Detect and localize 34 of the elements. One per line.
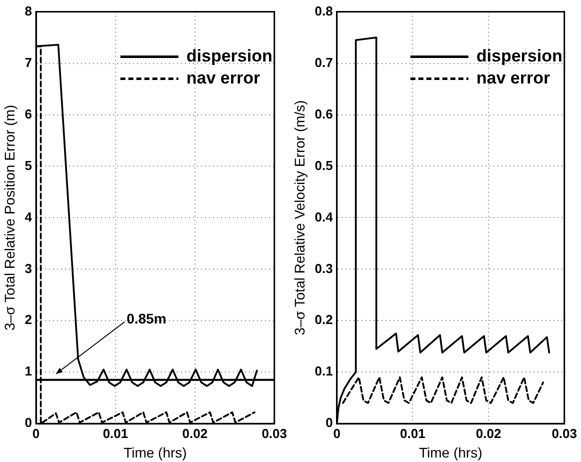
x-tick-label: 0.03 xyxy=(262,426,288,441)
x-tick-label: 0.01 xyxy=(400,426,426,441)
y-tick-label: 0.2 xyxy=(314,312,333,328)
y-tick-label: 0.4 xyxy=(314,209,334,224)
x-tick-label: 0.01 xyxy=(102,426,128,441)
y-tick-label: 0.7 xyxy=(314,54,333,70)
x-tick-label: 0.02 xyxy=(476,426,502,441)
y-axis-title: 3–σ Total Relative Velocity Error (m/s) xyxy=(291,100,308,336)
line-series xyxy=(342,376,544,404)
y-tick-label: 4 xyxy=(24,209,33,224)
y-tick-label: 2 xyxy=(24,312,32,328)
y-tick-label: 0.3 xyxy=(314,260,333,276)
y-tick-label: 0.8 xyxy=(314,3,333,18)
legend-label: dispersion xyxy=(186,46,272,66)
ref-line-label: 0.85m xyxy=(126,310,166,327)
y-tick-label: 0 xyxy=(326,415,333,430)
legend-label: dispersion xyxy=(476,46,562,66)
y-tick-label: 0 xyxy=(24,415,32,430)
y-tick-label: 0.5 xyxy=(314,158,333,173)
y-tick-label: 0.1 xyxy=(314,364,333,379)
y-tick-label: 1 xyxy=(24,364,32,379)
y-tick-label: 7 xyxy=(24,54,32,70)
y-tick-label: 8 xyxy=(24,3,32,18)
x-axis-title: Time (hrs) xyxy=(124,444,187,460)
y-tick-label: 6 xyxy=(24,106,32,122)
x-tick-label: 0.03 xyxy=(552,426,578,441)
y-tick-label: 0.6 xyxy=(314,106,333,122)
x-tick-label: 0.02 xyxy=(182,426,208,441)
x-axis-title: Time (hrs) xyxy=(418,444,482,460)
y-tick-label: 5 xyxy=(24,158,32,173)
y-axis-title: 3–σ Total Relative Position Error (m) xyxy=(1,104,18,331)
legend-label: nav error xyxy=(186,68,260,88)
y-tick-label: 3 xyxy=(24,260,32,276)
legend-label: nav error xyxy=(476,68,550,88)
